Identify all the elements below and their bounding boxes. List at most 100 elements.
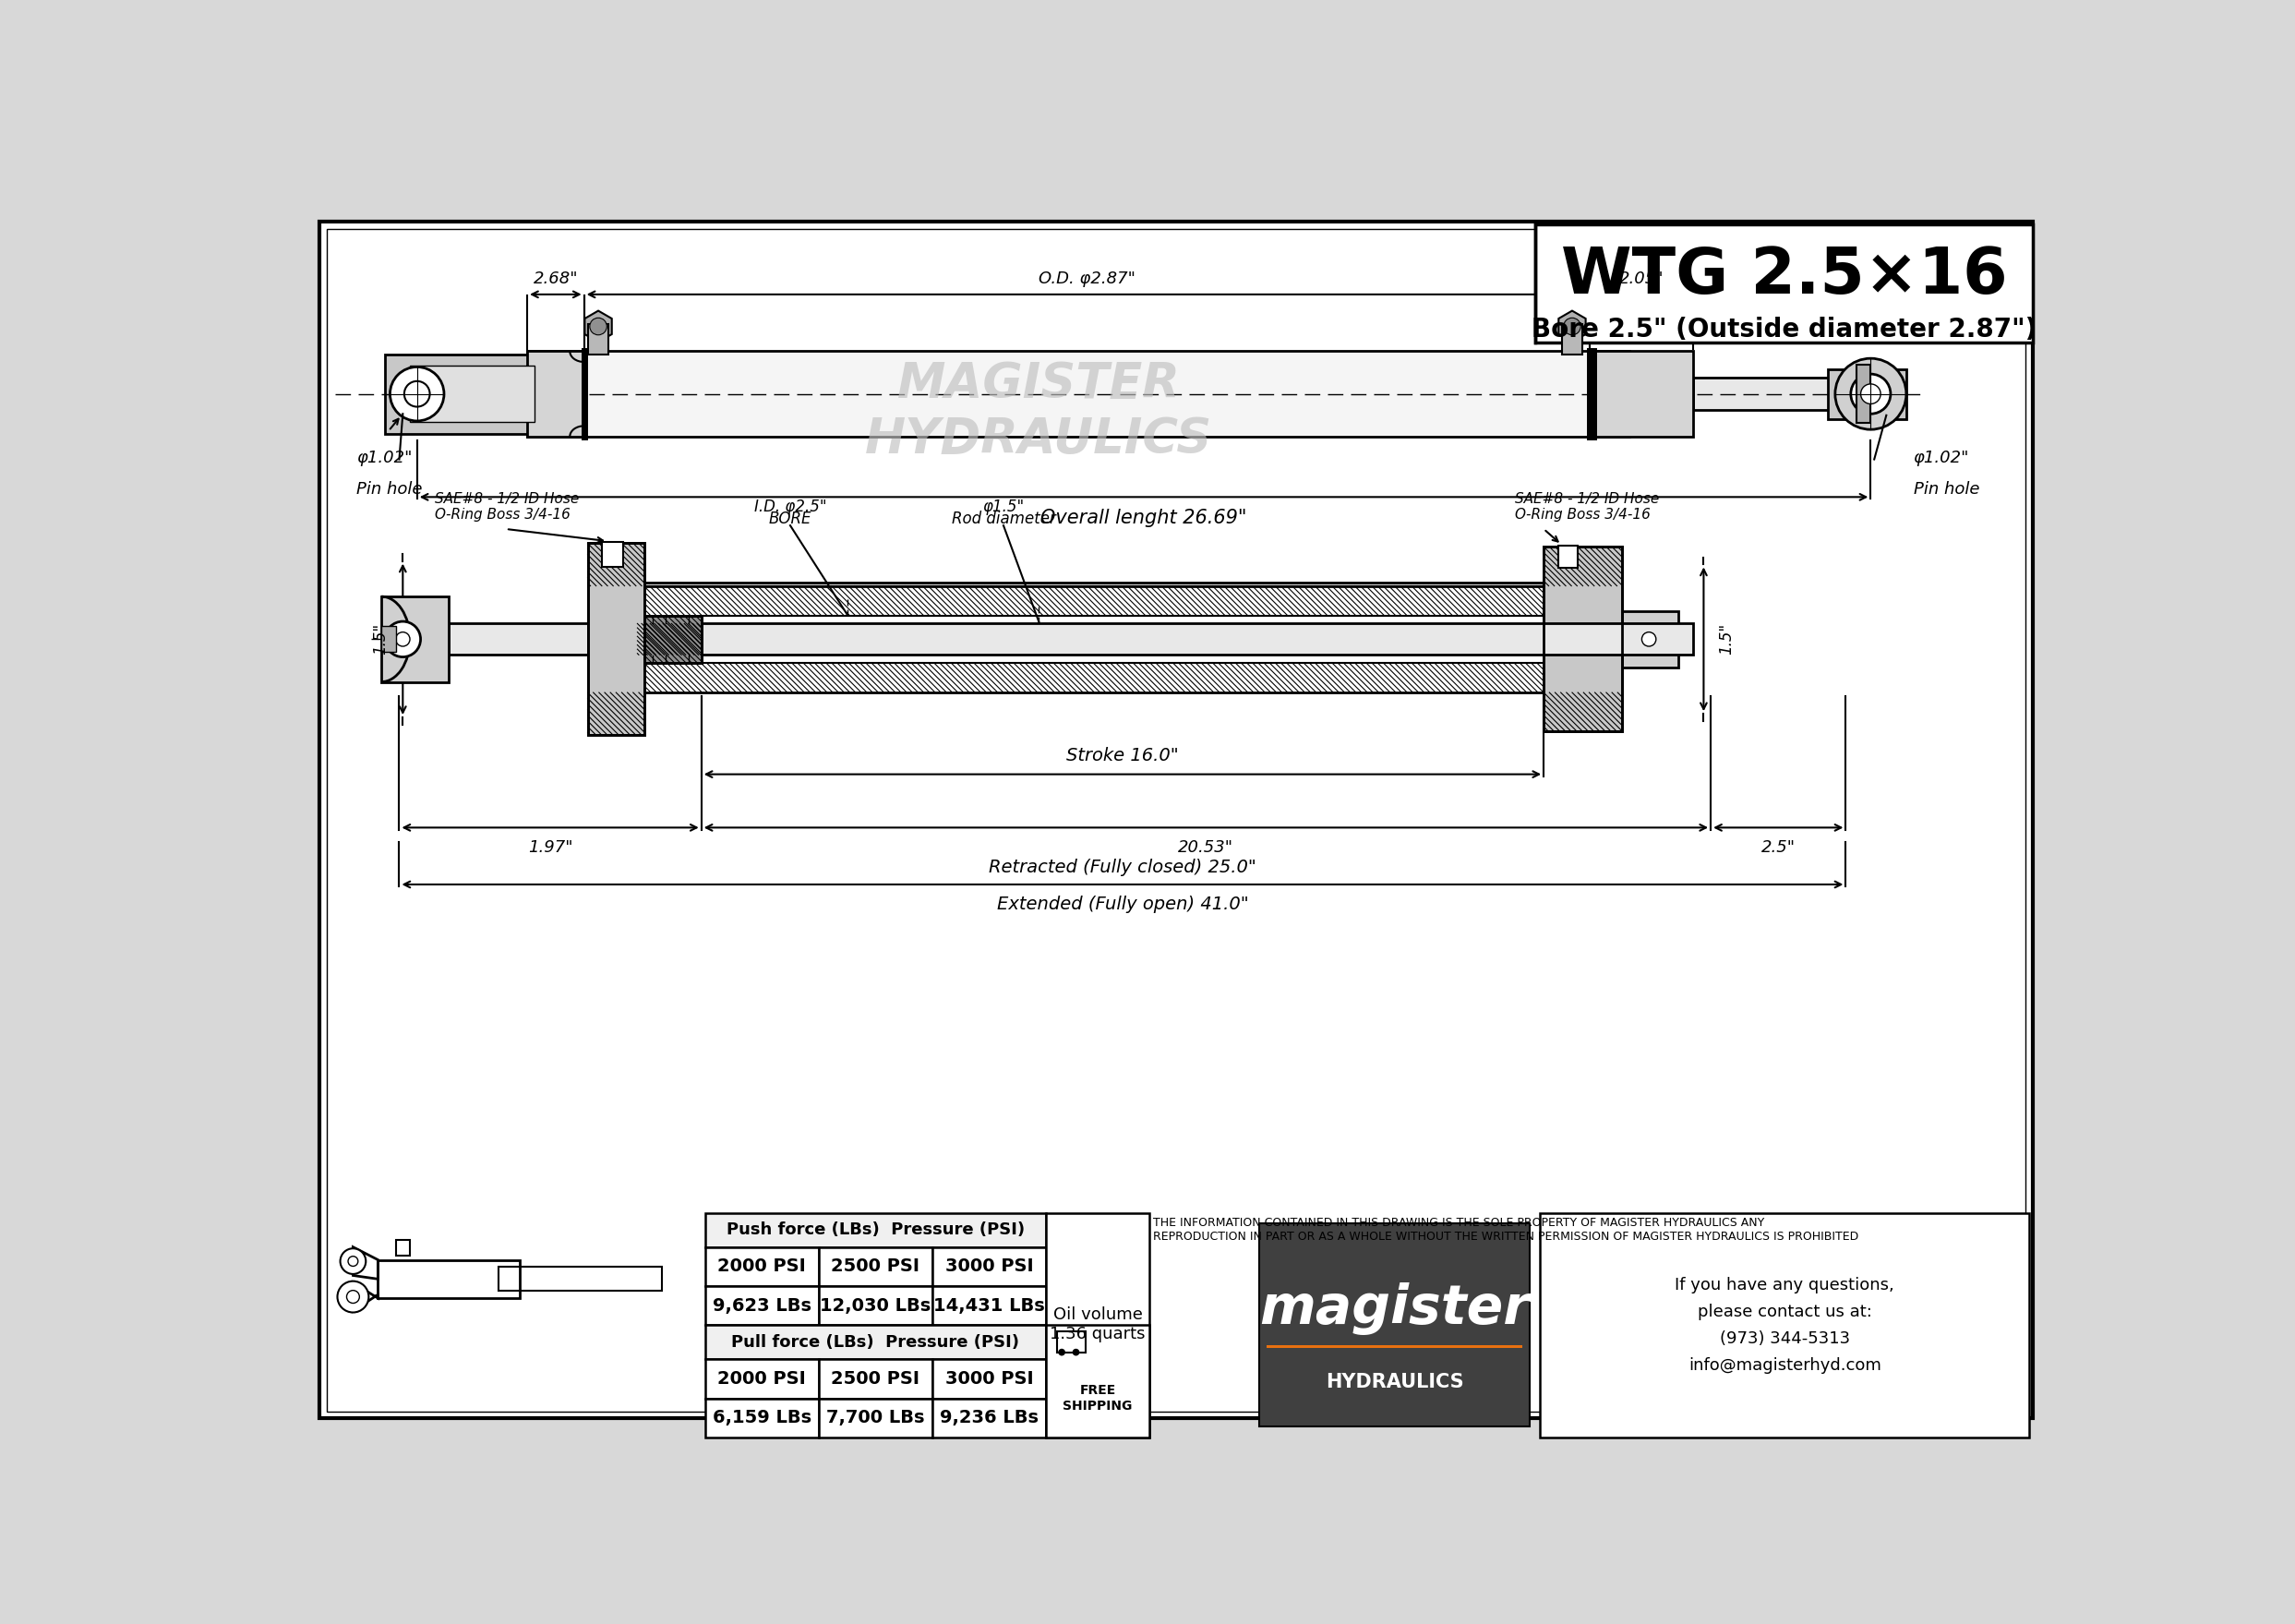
Text: 2000 PSI: 2000 PSI <box>718 1259 806 1275</box>
Text: 2.68": 2.68" <box>532 271 578 287</box>
Bar <box>705 1247 819 1286</box>
Bar <box>498 1267 663 1291</box>
Bar <box>411 365 535 422</box>
Text: 1.5": 1.5" <box>372 624 388 654</box>
Text: Pull force (LBs)  Pressure (PSI): Pull force (LBs) Pressure (PSI) <box>732 1333 1019 1351</box>
Bar <box>932 1359 1047 1398</box>
Bar <box>528 351 583 437</box>
Text: BORE: BORE <box>769 512 812 528</box>
Bar <box>1535 224 2033 343</box>
Bar <box>819 1398 932 1437</box>
Text: MAGISTER
HYDRAULICS: MAGISTER HYDRAULICS <box>865 361 1212 463</box>
Bar <box>601 542 624 567</box>
Bar <box>1047 1213 1150 1437</box>
Text: If you have any questions,
please contact us at:
(973) 344-5313
info@magisterhyd: If you have any questions, please contac… <box>1675 1276 1893 1374</box>
Text: 1.36 quarts: 1.36 quarts <box>1049 1325 1145 1341</box>
Text: Stroke 16.0": Stroke 16.0" <box>1067 747 1180 765</box>
Text: Oil volume: Oil volume <box>1053 1306 1143 1324</box>
Text: SAE#8 - 1/2 ID Hose
O-Ring Boss 3/4-16: SAE#8 - 1/2 ID Hose O-Ring Boss 3/4-16 <box>1515 492 1659 521</box>
Text: THE INFORMATION CONTAINED IN THIS DRAWING IS THE SOLE PROPERTY OF MAGISTER HYDRA: THE INFORMATION CONTAINED IN THIS DRAWIN… <box>1152 1216 1859 1242</box>
Text: 2.5": 2.5" <box>1760 840 1795 856</box>
Circle shape <box>340 1249 365 1275</box>
Bar <box>1540 1213 2029 1437</box>
Bar <box>381 627 395 651</box>
Text: 14,431 LBs: 14,431 LBs <box>934 1298 1044 1314</box>
Text: 1.5": 1.5" <box>1719 624 1735 654</box>
Text: I.D. φ2.5": I.D. φ2.5" <box>755 499 826 515</box>
Bar <box>819 1286 932 1325</box>
Text: Rod diameter: Rod diameter <box>952 512 1056 528</box>
Text: 20.53": 20.53" <box>1177 840 1235 856</box>
Circle shape <box>1058 1348 1065 1356</box>
Text: FREE
SHIPPING: FREE SHIPPING <box>1063 1384 1131 1413</box>
Bar <box>702 624 1694 654</box>
Bar <box>1056 1332 1086 1353</box>
Circle shape <box>1861 383 1880 404</box>
Bar <box>1267 1346 1522 1348</box>
Bar <box>627 586 1572 692</box>
Bar <box>1558 546 1579 568</box>
Text: φ1.02": φ1.02" <box>356 450 413 466</box>
Bar <box>1545 547 1623 732</box>
Circle shape <box>349 1257 358 1267</box>
Polygon shape <box>585 310 613 343</box>
Text: Retracted (Fully closed) 25.0": Retracted (Fully closed) 25.0" <box>989 859 1255 875</box>
Circle shape <box>390 367 443 421</box>
Bar <box>932 1398 1047 1437</box>
Polygon shape <box>1558 310 1586 343</box>
Bar <box>395 1239 411 1255</box>
Circle shape <box>395 632 411 646</box>
Bar <box>386 354 530 434</box>
Text: 2.05": 2.05" <box>1618 271 1664 287</box>
Text: Pin hole: Pin hole <box>1914 481 1978 497</box>
Circle shape <box>386 622 420 658</box>
Circle shape <box>1641 632 1657 646</box>
Text: magister: magister <box>1260 1283 1531 1335</box>
Text: WTG 2.5×16: WTG 2.5×16 <box>1561 245 2008 307</box>
Text: φ1.5": φ1.5" <box>982 499 1024 515</box>
Bar <box>819 1247 932 1286</box>
Text: 12,030 LBs: 12,030 LBs <box>819 1298 932 1314</box>
Text: HYDRAULICS: HYDRAULICS <box>1324 1372 1464 1392</box>
Circle shape <box>1836 359 1907 429</box>
Circle shape <box>1563 318 1581 335</box>
Text: φ1.02": φ1.02" <box>1914 450 1969 466</box>
Bar <box>379 1260 521 1298</box>
Bar <box>1047 1325 1150 1437</box>
Bar <box>1545 547 1623 732</box>
Circle shape <box>1850 374 1891 414</box>
Bar <box>1694 378 1831 411</box>
Text: 2500 PSI: 2500 PSI <box>831 1259 920 1275</box>
Text: 3000 PSI: 3000 PSI <box>946 1259 1033 1275</box>
Bar <box>705 1398 819 1437</box>
Bar <box>705 1325 1047 1359</box>
Bar <box>1563 325 1581 354</box>
Text: 3000 PSI: 3000 PSI <box>946 1371 1033 1387</box>
Text: Extended (Fully open) 41.0": Extended (Fully open) 41.0" <box>996 896 1248 913</box>
Circle shape <box>347 1291 360 1302</box>
Bar <box>588 542 645 736</box>
Circle shape <box>404 382 429 406</box>
Bar <box>381 596 450 682</box>
Bar <box>645 615 702 663</box>
Bar <box>1623 611 1678 667</box>
Bar <box>450 624 588 654</box>
Text: Overall lenght 26.69": Overall lenght 26.69" <box>1040 508 1246 526</box>
Bar <box>705 1213 1047 1247</box>
Text: 2000 PSI: 2000 PSI <box>718 1371 806 1387</box>
Bar <box>932 1247 1047 1286</box>
Text: 6,159 LBs: 6,159 LBs <box>711 1410 810 1427</box>
Text: 2500 PSI: 2500 PSI <box>831 1371 920 1387</box>
Text: O.D. φ2.87": O.D. φ2.87" <box>1040 271 1136 287</box>
Bar <box>627 586 1572 615</box>
Text: SAE#8 - 1/2 ID Hose
O-Ring Boss 3/4-16: SAE#8 - 1/2 ID Hose O-Ring Boss 3/4-16 <box>434 492 578 521</box>
Text: Push force (LBs)  Pressure (PSI): Push force (LBs) Pressure (PSI) <box>725 1221 1024 1237</box>
Bar <box>588 542 645 736</box>
Text: 9,236 LBs: 9,236 LBs <box>941 1410 1040 1427</box>
Bar <box>1260 1223 1528 1427</box>
Bar <box>528 351 1629 437</box>
Bar <box>588 325 608 354</box>
Text: Bore 2.5" (Outside diameter 2.87"): Bore 2.5" (Outside diameter 2.87") <box>1531 317 2036 343</box>
Bar <box>627 663 1572 692</box>
Circle shape <box>337 1281 369 1312</box>
